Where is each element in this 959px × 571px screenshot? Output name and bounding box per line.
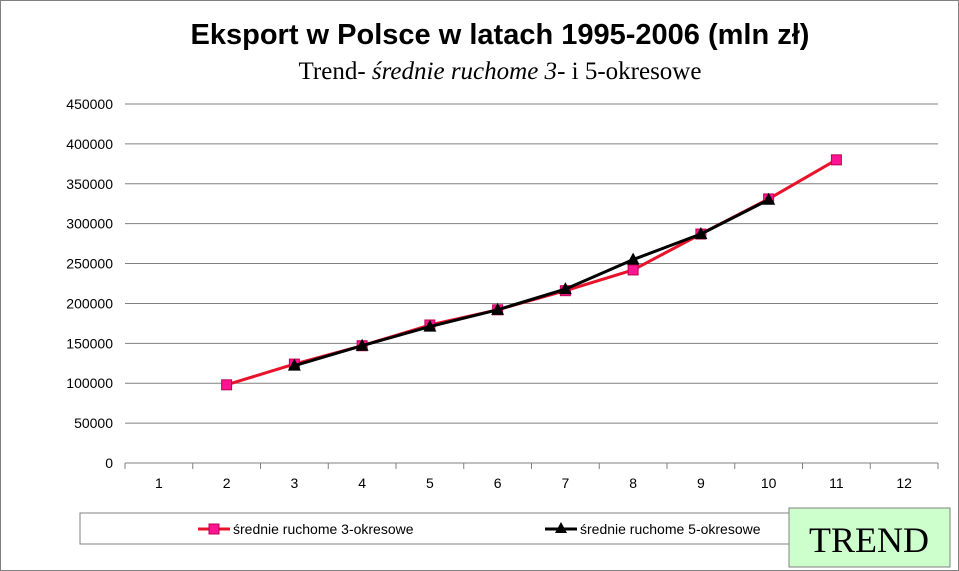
y-tick-label: 450000 bbox=[66, 96, 113, 112]
series-1-point bbox=[221, 379, 233, 391]
series-2-point bbox=[558, 282, 572, 295]
x-axis-ticks: 1 2 3 4 5 6 7 8 9 10 11 12 bbox=[155, 475, 912, 491]
legend-marker-series-1 bbox=[208, 523, 220, 535]
series-2-point bbox=[694, 227, 708, 240]
legend-marker-series-2 bbox=[555, 522, 567, 533]
series-2-point bbox=[626, 252, 640, 265]
y-tick-label: 150000 bbox=[66, 335, 113, 351]
x-tick-label: 6 bbox=[494, 475, 502, 491]
chart-subtitle-part-1: Trend- bbox=[299, 58, 372, 85]
x-tick-label: 5 bbox=[426, 475, 434, 491]
chart-subtitle-part-2: średnie ruchome 3 bbox=[372, 58, 557, 85]
x-axis bbox=[124, 462, 939, 469]
legend-label-series-2: średnie ruchome 5-okresowe bbox=[580, 521, 761, 537]
trend-badge-text: TREND bbox=[809, 520, 929, 560]
x-tick-label: 4 bbox=[358, 475, 366, 491]
series-2-point bbox=[491, 302, 505, 315]
y-tick-label: 0 bbox=[105, 455, 113, 471]
y-tick-label: 300000 bbox=[66, 216, 113, 232]
series-2-point bbox=[355, 338, 369, 351]
y-tick-label: 100000 bbox=[66, 375, 113, 391]
series-2-point bbox=[287, 358, 301, 371]
y-axis-ticks: 0 50000 100000 150000 200000 250000 300000 3500… bbox=[66, 96, 113, 471]
legend: średnie ruchome 3-okresowe średnie rucho… bbox=[79, 512, 866, 545]
series-2-point bbox=[423, 319, 437, 332]
x-tick-label: 11 bbox=[829, 475, 844, 491]
series-1-point bbox=[830, 154, 842, 166]
x-tick-label: 10 bbox=[761, 475, 777, 491]
trend-badge: TREND bbox=[788, 507, 951, 568]
x-tick-label: 8 bbox=[629, 475, 637, 491]
x-tick-label: 1 bbox=[155, 475, 163, 491]
legend-label-series-1: średnie ruchome 3-okresowe bbox=[233, 521, 414, 537]
y-tick-label: 50000 bbox=[74, 415, 113, 431]
x-tick-label: 2 bbox=[223, 475, 231, 491]
chart-subtitle-part-3: - i 5-okresowe bbox=[557, 58, 701, 85]
x-tick-label: 3 bbox=[290, 475, 298, 491]
chart-subtitle: Trend- średnie ruchome 3- i 5-okresowe bbox=[299, 58, 702, 85]
y-tick-label: 250000 bbox=[66, 256, 113, 272]
y-tick-label: 400000 bbox=[66, 136, 113, 152]
x-tick-label: 12 bbox=[896, 475, 912, 491]
x-tick-label: 9 bbox=[697, 475, 705, 491]
chart-title: Eksport w Polsce w latach 1995-2006 (mln… bbox=[191, 19, 810, 51]
trend-badge-box bbox=[788, 507, 951, 568]
x-tick-label: 7 bbox=[561, 475, 569, 491]
series-2-point bbox=[762, 192, 776, 205]
series-1-point bbox=[627, 264, 639, 276]
plot-grid bbox=[125, 103, 938, 424]
y-tick-label: 200000 bbox=[66, 295, 113, 311]
y-tick-label: 350000 bbox=[66, 176, 113, 192]
series-line-2 bbox=[293, 198, 770, 368]
series-layer bbox=[221, 154, 842, 391]
